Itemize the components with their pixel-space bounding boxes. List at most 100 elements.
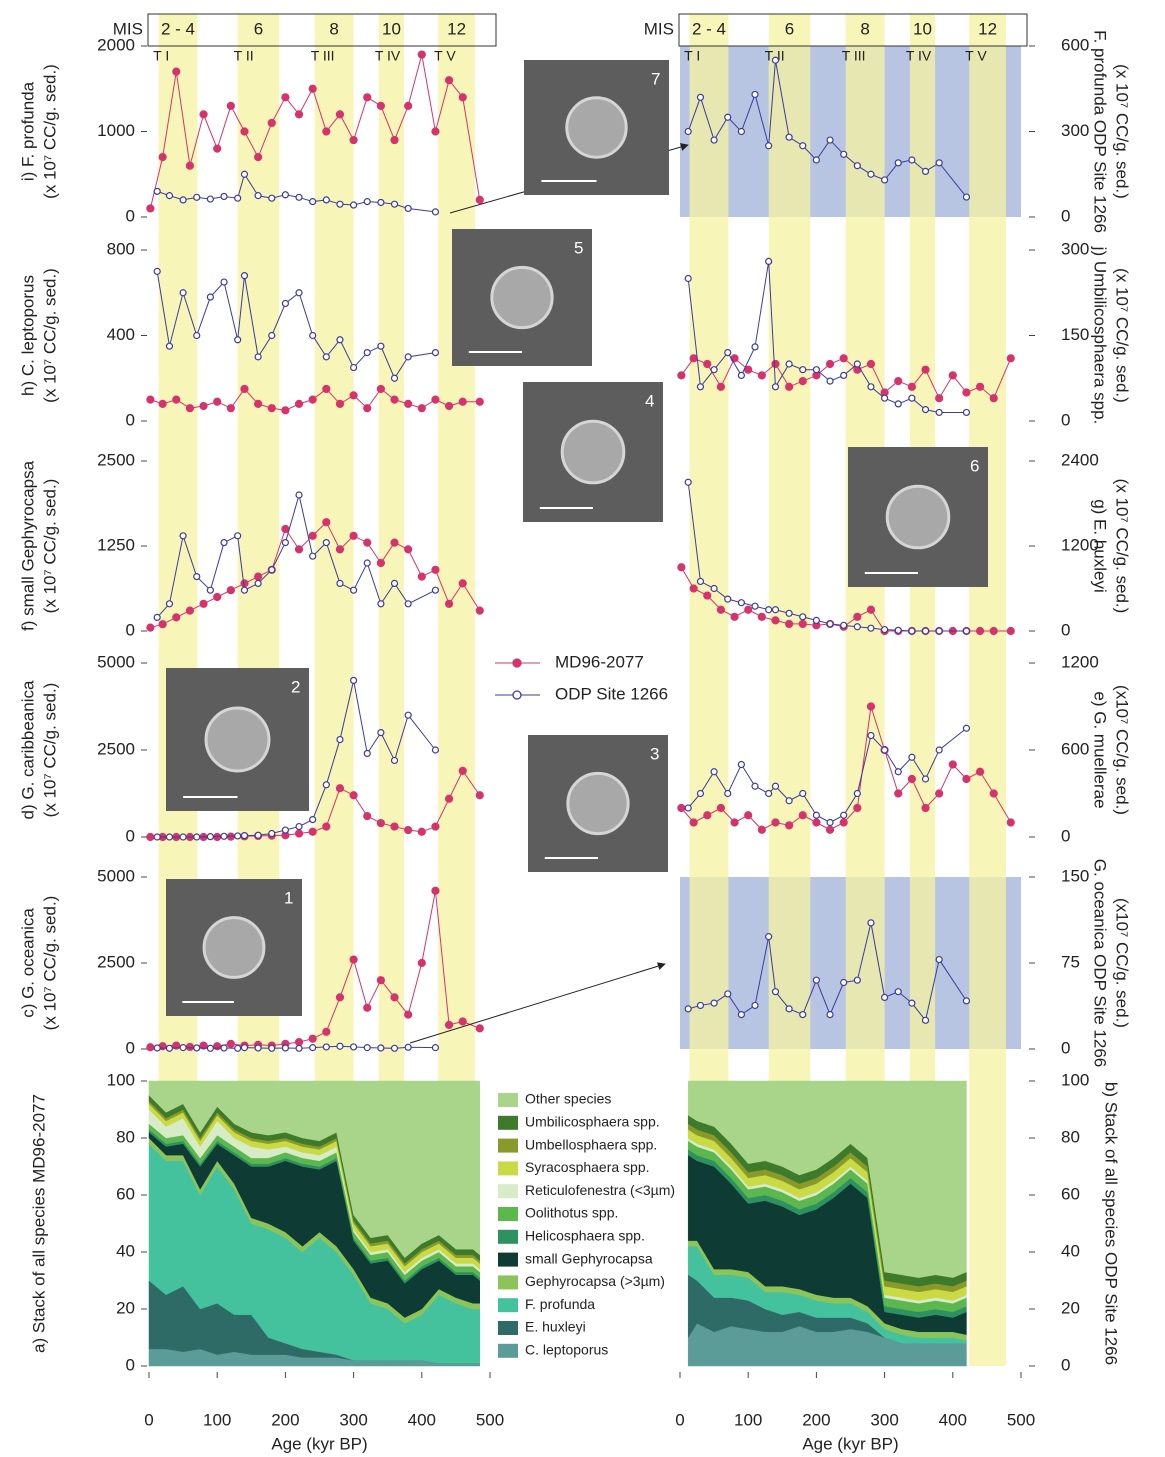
data-point	[240, 127, 249, 136]
data-point	[234, 532, 242, 540]
y-tick-label: 800	[107, 239, 135, 258]
data-point	[281, 406, 290, 415]
data-point	[363, 812, 372, 821]
data-point	[350, 1043, 358, 1051]
data-point	[798, 377, 807, 386]
image-number: 5	[574, 238, 583, 257]
data-point	[703, 811, 712, 820]
stack-legend-swatch	[498, 1229, 518, 1244]
legend-label: ODP Site 1266	[555, 684, 668, 703]
data-point	[309, 198, 317, 206]
termination-label: T II	[765, 48, 785, 64]
data-point	[825, 359, 835, 369]
data-point	[404, 353, 412, 361]
data-point	[785, 133, 793, 141]
data-point	[199, 1041, 208, 1050]
data-point	[710, 136, 718, 144]
data-point	[840, 621, 848, 629]
data-point	[390, 756, 399, 765]
data-point	[703, 591, 712, 600]
data-point	[322, 1043, 330, 1051]
data-point	[431, 127, 440, 136]
data-point	[751, 602, 759, 610]
data-point	[268, 194, 276, 202]
data-point	[172, 1041, 181, 1050]
data-point	[444, 794, 454, 803]
data-point	[724, 789, 732, 798]
data-point	[363, 559, 371, 567]
data-point	[894, 626, 902, 634]
data-point	[799, 366, 807, 374]
data-point	[377, 728, 385, 737]
data-point	[737, 127, 745, 136]
data-point	[689, 818, 698, 827]
mis-label: 10	[913, 19, 932, 38]
data-point	[771, 818, 780, 827]
data-point	[771, 56, 780, 64]
panel: 0 600 1200 e) G. muellerae (x10⁷ CC/g. sed.)	[677, 652, 1132, 845]
data-point	[431, 1044, 440, 1052]
mis-label: 2 - 4	[692, 19, 726, 38]
data-point	[377, 600, 385, 608]
y-tick-label: 5000	[97, 866, 135, 885]
data-point	[458, 766, 467, 775]
data-point	[309, 552, 317, 560]
data-point	[240, 272, 249, 280]
panel: 0 20 40 60 80 100 b) Stack of all species ODP …	[675, 1070, 1120, 1453]
data-point	[376, 976, 385, 985]
data-point	[684, 478, 692, 486]
y-tick-label: 0	[126, 410, 135, 429]
x-tick-label: 100	[734, 1410, 762, 1429]
data-point	[179, 532, 187, 540]
data-point	[867, 170, 875, 178]
data-point	[921, 406, 930, 414]
data-point	[894, 377, 903, 386]
termination-label: T III	[842, 48, 866, 64]
data-point	[185, 404, 195, 413]
data-point	[172, 67, 181, 76]
data-point	[737, 760, 745, 769]
data-point	[799, 142, 807, 150]
y-tick-label: 40	[116, 1241, 135, 1260]
data-point	[254, 831, 262, 839]
y-tick-label: 2500	[97, 952, 135, 971]
y-tick-label: 0	[126, 1038, 135, 1057]
x-tick-label: 500	[476, 1410, 504, 1429]
x-tick-label: 400	[939, 1410, 967, 1429]
y-tick-label: 80	[116, 1127, 135, 1146]
data-point	[363, 1003, 372, 1012]
data-point	[771, 782, 780, 790]
data-point	[853, 803, 862, 813]
x-axis-label: Age (kyr BP)	[802, 1434, 898, 1453]
data-point	[220, 1044, 228, 1052]
data-point	[907, 382, 916, 391]
data-point	[751, 90, 759, 99]
data-point	[172, 395, 181, 404]
data-point	[866, 605, 876, 614]
data-point	[744, 811, 753, 820]
data-point	[825, 825, 835, 834]
data-point	[281, 524, 290, 534]
data-point	[684, 1005, 692, 1013]
stack-area	[687, 1080, 967, 1278]
data-point	[165, 192, 174, 200]
data-point	[921, 365, 930, 374]
data-point	[206, 195, 214, 203]
data-point	[771, 988, 780, 996]
panel: 0 1250 2500 f) small Gephyrocapsa (x 10⁷ CC/…	[18, 450, 484, 639]
data-point	[444, 599, 454, 608]
data-point	[165, 600, 174, 608]
data-point	[475, 1024, 484, 1033]
data-point	[153, 187, 161, 195]
data-point	[193, 331, 201, 340]
data-point	[458, 579, 467, 588]
stack-legend-label: Umbellosphaera spp.	[525, 1136, 657, 1152]
y-axis-label: (x 10⁷ CC/g. sed.)	[40, 479, 59, 614]
data-point	[840, 371, 848, 379]
stack-legend-label: Syracosphaera spp.	[525, 1159, 650, 1175]
data-point	[812, 811, 821, 819]
data-point	[206, 1044, 214, 1052]
y-tick-label: 0	[1061, 206, 1070, 225]
data-point	[308, 84, 317, 93]
